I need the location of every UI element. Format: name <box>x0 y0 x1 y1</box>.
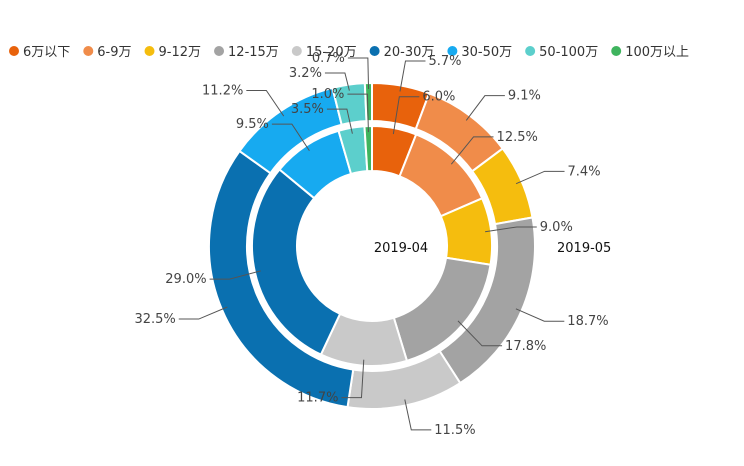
legend-label: 15-20万 <box>306 45 357 60</box>
data-label: 11.5% <box>434 423 475 438</box>
label-leader-line <box>324 72 350 91</box>
legend-swatch <box>525 46 536 56</box>
legend: 6万以下 6-9万 9-12万 12-15万 15-20万 20-30万 30-50万 50-… <box>9 45 689 60</box>
label-leader-line <box>465 95 505 121</box>
legend-swatch <box>611 46 622 56</box>
data-label: 9.1% <box>508 89 541 104</box>
legend-label: 9-12万 <box>159 45 202 60</box>
label-leader-line <box>178 306 228 320</box>
ring-segment[interactable] <box>363 81 373 123</box>
label-leader-line <box>246 90 285 117</box>
label-leader-line <box>271 123 310 151</box>
legend-swatch <box>369 46 380 56</box>
legend-item[interactable]: 9-12万 <box>144 45 202 60</box>
legend-swatch <box>83 46 94 56</box>
legend-swatch <box>144 46 155 56</box>
data-label: 0.7% <box>312 51 345 66</box>
legend-label: 50-100万 <box>539 45 598 60</box>
ring-segment[interactable] <box>251 168 342 356</box>
label-leader-line <box>404 399 432 431</box>
inner-ring-name: 2019-04 <box>374 241 428 256</box>
data-label: 18.7% <box>567 314 608 329</box>
data-label: 17.8% <box>505 339 546 354</box>
inner-ring <box>251 124 493 367</box>
data-label: 3.2% <box>289 66 322 81</box>
label-leader-line <box>457 320 503 347</box>
data-labels: 6.0% 12.5% 9.0% 17.8% 1.0%3.5% 9.5% 29.0% 11.7%… <box>134 51 608 438</box>
legend-item[interactable]: 20-30万 <box>369 45 435 60</box>
legend-label: 100万以上 <box>625 45 689 60</box>
data-label: 9.0% <box>540 220 573 235</box>
label-leader-line <box>347 57 370 90</box>
outer-ring-name: 2019-05 <box>557 241 611 256</box>
label-leader-line <box>341 359 365 399</box>
legend-label: 6万以下 <box>23 45 70 60</box>
data-label: 32.5% <box>134 312 175 327</box>
label-leader-line <box>450 136 494 165</box>
data-label: 11.2% <box>202 84 243 99</box>
label-leader-line <box>515 170 565 185</box>
legend-label: 6-9万 <box>97 45 131 60</box>
legend-label: 20-30万 <box>384 45 435 60</box>
data-label: 29.0% <box>165 272 206 287</box>
legend-item[interactable]: 6-9万 <box>83 45 132 60</box>
legend-swatch <box>291 46 302 56</box>
ring-segment[interactable] <box>363 124 373 173</box>
data-label: 5.7% <box>428 54 461 69</box>
data-label: 1.0% <box>311 87 344 102</box>
legend-item[interactable]: 15-20万 <box>291 45 357 60</box>
legend-label: 30-50万 <box>461 45 512 60</box>
outer-ring <box>208 81 536 410</box>
label-leader-line <box>515 308 565 322</box>
data-label: 11.7% <box>297 391 338 406</box>
label-leader-line <box>399 60 426 92</box>
data-label: 7.4% <box>568 164 601 179</box>
data-label: 9.5% <box>236 117 269 132</box>
legend-item[interactable]: 100万以上 <box>611 45 689 60</box>
legend-item[interactable]: 6万以下 <box>9 45 70 60</box>
label-leader-line <box>209 270 261 280</box>
label-leader-line <box>485 226 537 233</box>
data-label: 3.5% <box>291 102 324 117</box>
legend-item[interactable]: 30-50万 <box>447 45 512 60</box>
legend-swatch <box>447 46 458 56</box>
label-leader-line <box>347 93 369 133</box>
data-label: 12.5% <box>497 130 538 145</box>
legend-swatch <box>214 46 225 56</box>
legend-item[interactable]: 50-100万 <box>525 45 598 60</box>
label-leader-line <box>392 96 420 135</box>
legend-item[interactable]: 12-15万 <box>214 45 279 60</box>
label-leader-line <box>326 108 353 134</box>
legend-label: 12-15万 <box>228 45 279 60</box>
data-label: 6.0% <box>422 90 455 105</box>
legend-swatch <box>9 46 19 56</box>
